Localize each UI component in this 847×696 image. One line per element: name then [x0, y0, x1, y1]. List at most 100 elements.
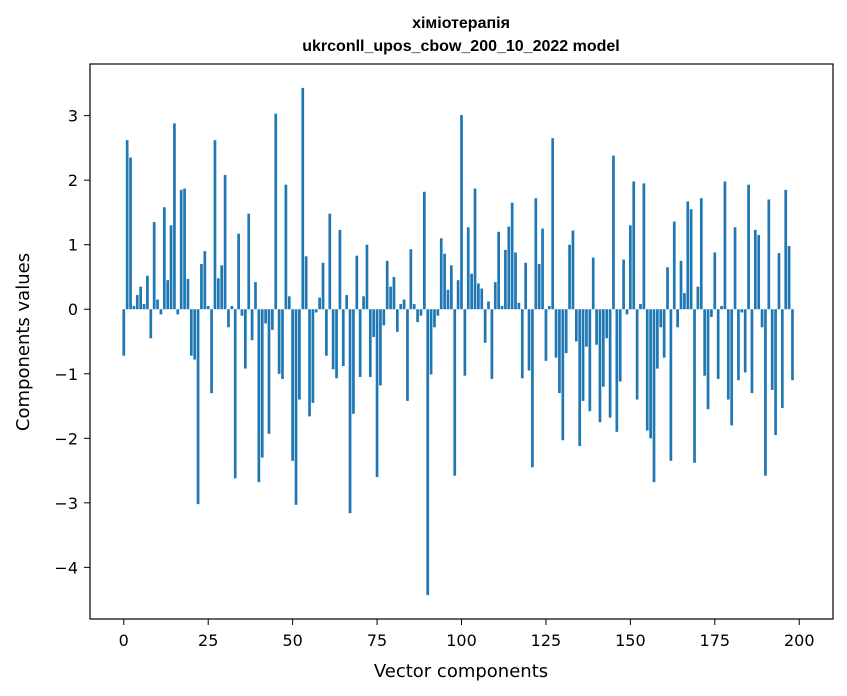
bar: [615, 309, 619, 432]
bar: [412, 304, 416, 310]
bar: [618, 309, 622, 382]
bar: [554, 309, 558, 358]
y-tick-label: −3: [54, 494, 78, 513]
bar: [260, 309, 264, 458]
bar: [439, 238, 443, 310]
bar: [227, 309, 230, 328]
bar: [537, 264, 541, 310]
bar: [527, 309, 531, 371]
chart-title: хіміотерапія: [412, 15, 510, 32]
bar: [331, 309, 335, 370]
bar: [314, 309, 318, 313]
bar: [497, 231, 500, 310]
bar: [365, 244, 369, 310]
bar: [632, 181, 636, 310]
bar: [146, 275, 149, 310]
bar: [189, 309, 193, 356]
bar: [456, 280, 460, 310]
bar: [666, 267, 669, 310]
bar: [237, 233, 240, 310]
bar: [132, 306, 136, 310]
bar: [703, 309, 707, 376]
bar: [156, 299, 159, 310]
bar: [524, 262, 528, 310]
bar: [220, 265, 224, 310]
bar: [490, 309, 494, 379]
bar: [578, 309, 582, 447]
bar: [564, 309, 568, 354]
y-tick-label: 0: [68, 300, 78, 319]
x-tick-label: 125: [531, 631, 562, 650]
bar: [402, 299, 406, 310]
bar: [510, 202, 514, 310]
bar: [466, 227, 470, 310]
bar: [382, 309, 386, 326]
bar: [676, 309, 679, 328]
bar: [743, 309, 747, 373]
bar: [470, 273, 473, 310]
bar: [571, 230, 575, 310]
bar: [389, 286, 392, 310]
bar: [250, 309, 254, 341]
bar: [693, 309, 696, 463]
x-tick-label: 175: [700, 631, 731, 650]
bar: [679, 260, 683, 310]
bar: [274, 113, 278, 310]
bar: [588, 309, 592, 412]
bar: [399, 304, 403, 310]
bar: [595, 309, 598, 345]
bar: [733, 227, 737, 310]
bar: [149, 309, 153, 339]
bar: [284, 184, 288, 310]
y-tick-label: 2: [68, 171, 78, 190]
bar: [183, 188, 186, 310]
bar: [206, 306, 210, 310]
y-axis-ticks: −4 −3 −2 −1 0 1 2 3: [54, 107, 90, 577]
bar: [561, 309, 565, 441]
bar: [460, 114, 463, 310]
bar: [213, 140, 217, 310]
bar: [770, 309, 774, 390]
bar: [426, 309, 430, 596]
bar: [233, 309, 237, 479]
plot-frame: [89, 63, 834, 620]
bar: [649, 309, 652, 439]
bar: [780, 309, 784, 408]
bar: [706, 309, 710, 410]
bar: [409, 249, 413, 310]
bar: [254, 282, 257, 310]
bar: [639, 304, 642, 310]
bar: [689, 209, 693, 310]
bar: [416, 309, 419, 323]
bar: [601, 309, 605, 387]
y-tick-label: 1: [68, 236, 78, 255]
bar: [348, 309, 352, 514]
y-axis-label: Components values: [13, 253, 34, 431]
bar: [500, 306, 504, 310]
bar: [166, 280, 170, 310]
bar: [656, 309, 659, 369]
bar: [301, 87, 305, 310]
bar: [574, 309, 578, 342]
bar: [720, 306, 723, 310]
bar: [774, 309, 777, 436]
bar: [710, 309, 713, 317]
bar: [483, 309, 487, 343]
bar: [713, 252, 717, 310]
bar: [406, 309, 409, 401]
bar: [760, 309, 764, 328]
bar: [531, 309, 534, 468]
bar: [750, 309, 754, 394]
bar: [629, 225, 632, 310]
bar: [477, 283, 480, 310]
bar: [740, 309, 744, 313]
bar: [453, 309, 457, 476]
bar: [135, 295, 139, 310]
bar: [159, 309, 163, 315]
bar: [507, 226, 511, 310]
bar: [473, 188, 477, 310]
bar: [267, 309, 271, 434]
bar: [264, 309, 267, 324]
y-tick-label: −1: [54, 365, 78, 384]
